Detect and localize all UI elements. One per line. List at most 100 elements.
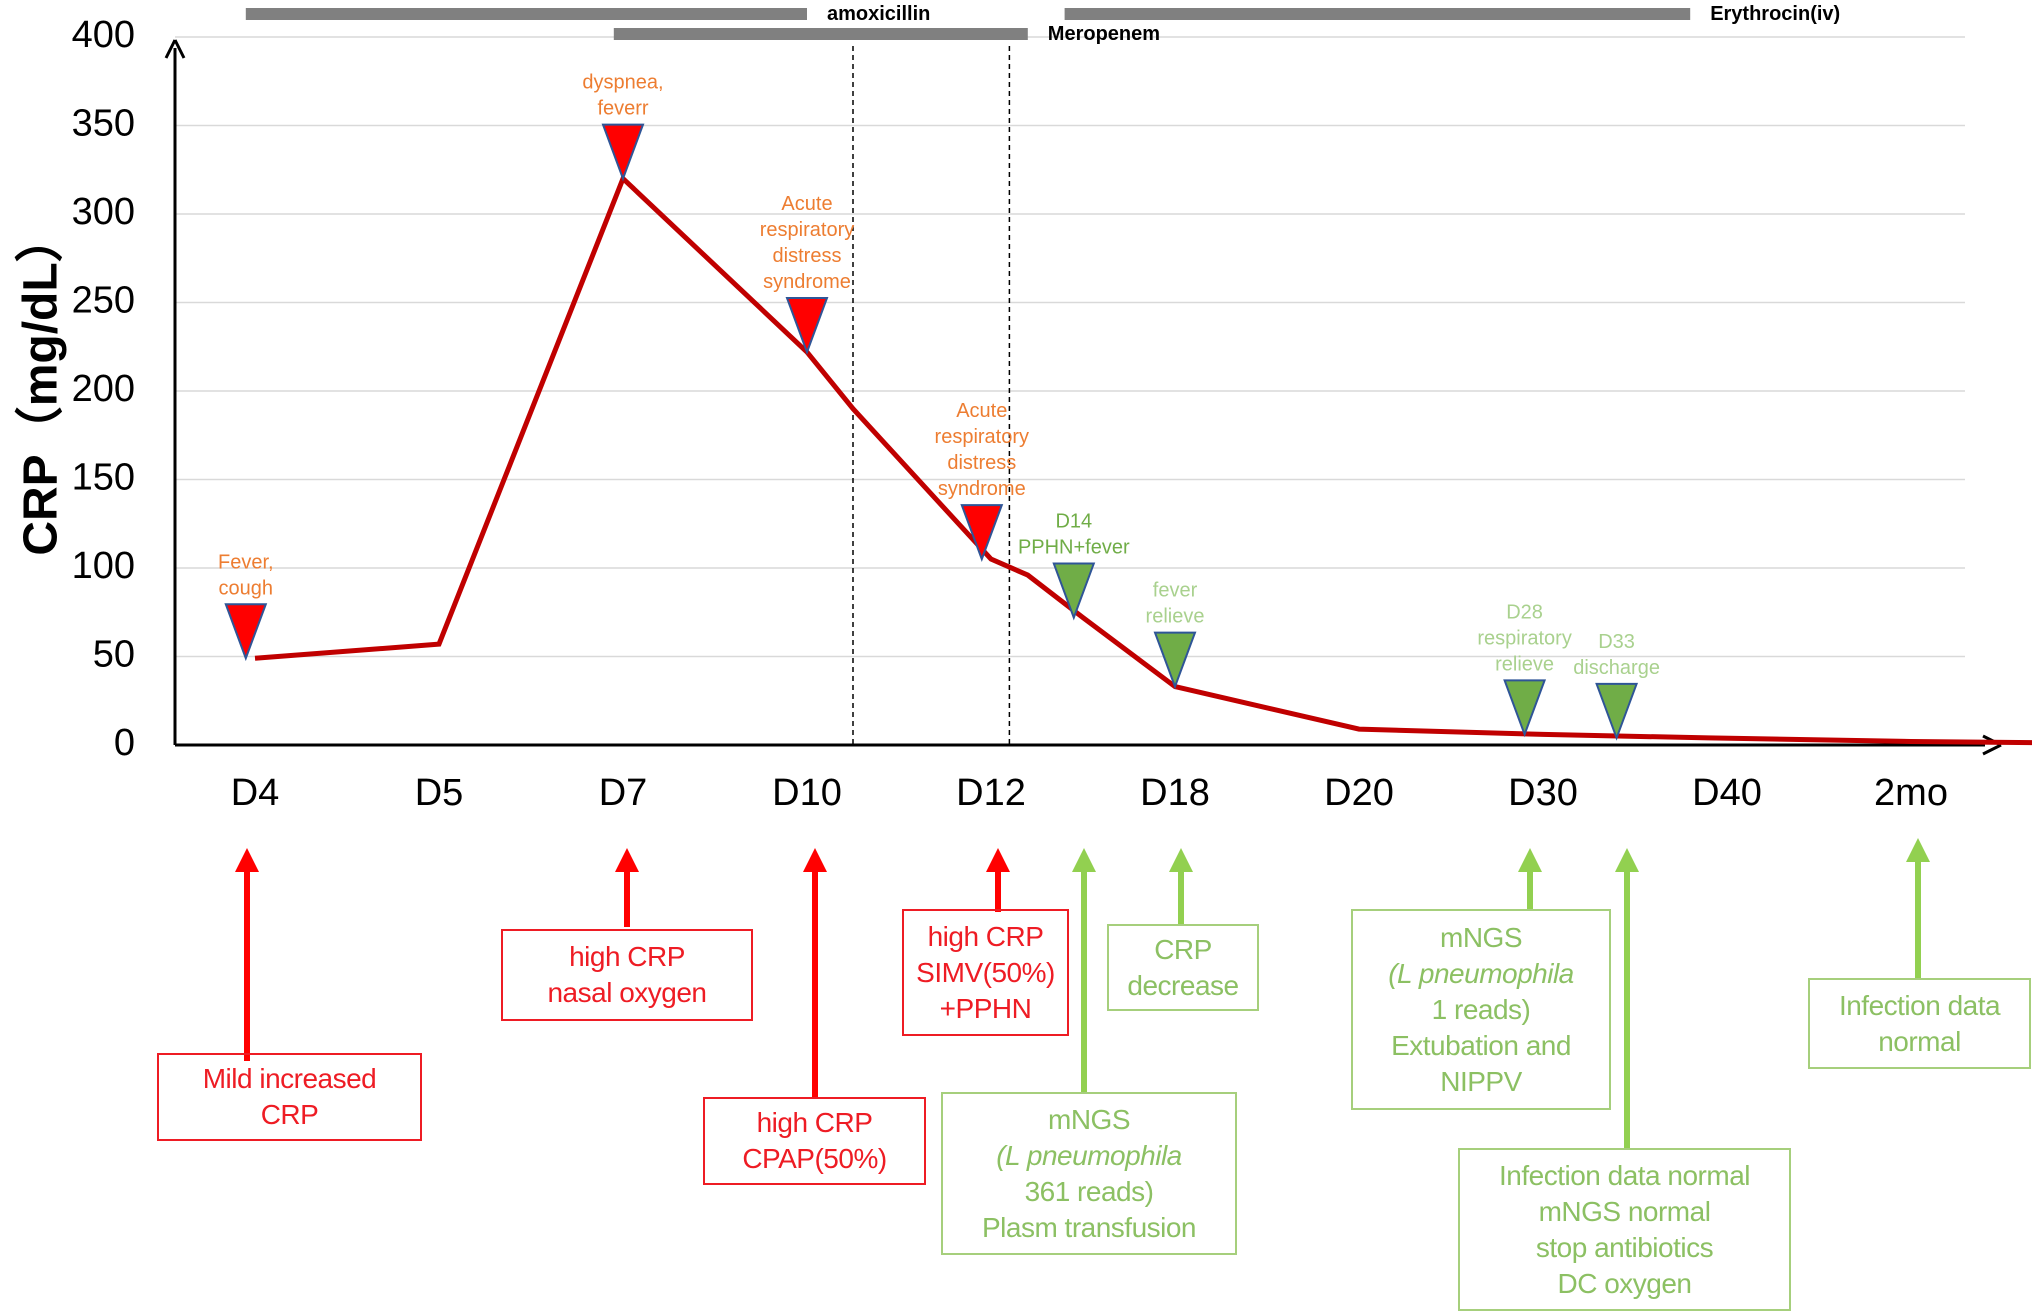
x-tick-label: D10 xyxy=(772,772,842,814)
event-marker: D14 PPHN+fever xyxy=(1018,511,1130,621)
annotation-box-crp-decrease: CRP decrease xyxy=(1107,924,1259,1011)
x-tick-label: D5 xyxy=(415,772,464,814)
event-triangle xyxy=(1503,679,1547,738)
event-marker: Acute respiratory distress syndrome xyxy=(935,400,1029,563)
up-arrow-head xyxy=(1906,838,1930,862)
y-tick-label: 100 xyxy=(72,545,135,587)
annotation-line: +PPHN xyxy=(939,992,1032,1024)
event-marker: dyspnea, feverr xyxy=(582,72,664,182)
event-label: Fever, xyxy=(218,551,274,573)
crp-line xyxy=(254,174,2032,746)
event-label: syndrome xyxy=(938,478,1026,500)
annotation-line: 361 reads) xyxy=(1024,1175,1154,1207)
dashed-reference-lines xyxy=(852,46,1011,745)
up-arrow xyxy=(1072,848,1096,1092)
annotation-box-infection-data-normal-summary: Infection data normal mNGS normal stop ant… xyxy=(1458,1148,1791,1311)
annotation-line: CPAP(50%) xyxy=(742,1143,887,1174)
x-axis-arrowhead xyxy=(1982,734,2002,756)
up-arrow-head xyxy=(803,848,827,872)
annotation-line: Plasm transfusion xyxy=(981,1211,1197,1243)
event-triangle xyxy=(960,504,1004,563)
y-tick-label: 150 xyxy=(72,457,135,499)
drug-label: Meropenem xyxy=(1048,23,1160,45)
event-triangle xyxy=(1052,562,1096,621)
x-tick-label: 2mo xyxy=(1874,772,1948,814)
event-marker: Acute respiratory distress syndrome xyxy=(760,193,854,355)
y-tick-label: 200 xyxy=(72,368,135,410)
event-triangle xyxy=(224,603,268,662)
event-label: cough xyxy=(219,577,274,599)
annotation-line: high CRP xyxy=(756,1107,873,1138)
up-arrow-head xyxy=(1518,848,1542,872)
event-label: discharge xyxy=(1573,657,1660,679)
annotation-line: high CRP xyxy=(927,920,1044,952)
event-label: respiratory xyxy=(1477,627,1571,649)
y-tick-label: 250 xyxy=(72,280,135,322)
event-markers: Fever, cough dyspnea, feverr Acute respirator… xyxy=(218,72,1660,741)
annotation-line: Infection data normal xyxy=(1499,1159,1751,1191)
event-marker: D28 respiratory relieve xyxy=(1477,601,1572,738)
up-arrow xyxy=(1615,848,1639,1148)
up-arrow xyxy=(235,848,259,1061)
annotation-line: (L pneumophila xyxy=(996,1139,1182,1171)
annotation-line: (L pneumophila xyxy=(1388,957,1574,989)
y-axis-title: CRP（mg/dL） xyxy=(15,214,68,555)
annotation-line: Infection data xyxy=(1838,989,2001,1021)
annotation-line: decrease xyxy=(1127,969,1239,1001)
event-marker: Fever, cough xyxy=(218,551,274,662)
up-arrow-head xyxy=(1072,848,1096,872)
event-label: distress xyxy=(773,245,842,267)
up-arrow xyxy=(1906,838,1930,978)
x-tick-label: D18 xyxy=(1140,772,1210,814)
y-tick-label: 50 xyxy=(93,634,135,676)
event-marker: D33 discharge xyxy=(1573,631,1660,741)
annotation-line: normal xyxy=(1878,1025,1961,1057)
crp-series xyxy=(254,174,2032,746)
y-tick-label: 400 xyxy=(72,14,135,56)
annotation-line: stop antibiotics xyxy=(1535,1231,1714,1263)
x-tick-label: D12 xyxy=(956,772,1026,814)
drug-label: amoxicillin xyxy=(827,3,930,25)
annotation-line: NIPPV xyxy=(1440,1065,1522,1097)
axes: 0 50 100 150 200 250 300 350 400 D4 D5 D7 D10 D12 D18 D… xyxy=(72,14,2002,814)
event-label: respiratory xyxy=(935,426,1029,448)
event-triangle xyxy=(1153,631,1197,690)
gridlines xyxy=(175,36,1965,658)
drug-label: Erythrocin(iv) xyxy=(1710,3,1840,25)
annotation-line: DC oxygen xyxy=(1557,1267,1692,1299)
event-label: PPHN+fever xyxy=(1018,537,1130,559)
annotation-box-mild-increased-crp: Mild increased CRP xyxy=(157,1053,422,1141)
x-tick-label: D7 xyxy=(599,772,648,814)
event-triangle xyxy=(785,297,829,355)
annotation-line: 1 reads) xyxy=(1431,993,1531,1025)
x-tick-label: D40 xyxy=(1692,772,1762,814)
annotation-box-high-crp-nasal-oxygen: high CRP nasal oxygen xyxy=(501,929,753,1021)
up-arrow-head xyxy=(986,848,1010,872)
event-triangle xyxy=(1595,682,1639,741)
annotation-line: Extubation and xyxy=(1391,1029,1571,1061)
up-arrow-head xyxy=(1615,848,1639,872)
up-arrow xyxy=(803,848,827,1097)
annotation-line: Mild increased xyxy=(202,1063,377,1094)
event-label: D33 xyxy=(1598,631,1635,653)
annotation-arrows xyxy=(235,838,1930,1148)
event-label: feverr xyxy=(597,98,648,120)
event-label: D14 xyxy=(1055,511,1092,533)
annotation-line: mNGS xyxy=(1440,921,1523,953)
event-label: dyspnea, xyxy=(582,72,663,94)
event-label: Acute xyxy=(956,400,1007,422)
annotation-box-mngs-361-reads: mNGS (L pneumophila 361 reads) Plasm transf… xyxy=(941,1092,1237,1255)
up-arrow xyxy=(1169,848,1193,924)
event-marker: fever relieve xyxy=(1146,580,1204,690)
event-triangle xyxy=(601,123,645,182)
drug-bars: amoxicillin Meropenem Erythrocin(iv) xyxy=(245,3,1840,45)
annotation-box-mngs-1-reads: mNGS (L pneumophila 1 reads) Extubation and… xyxy=(1351,909,1611,1110)
event-label: relieve xyxy=(1495,653,1554,675)
up-arrow-head xyxy=(615,848,639,872)
x-tick-label: D20 xyxy=(1324,772,1394,814)
drug-bar xyxy=(613,28,1028,40)
annotation-line: high CRP xyxy=(569,941,685,972)
x-tick-label: D4 xyxy=(231,772,280,814)
annotation-line: nasal oxygen xyxy=(547,977,707,1008)
